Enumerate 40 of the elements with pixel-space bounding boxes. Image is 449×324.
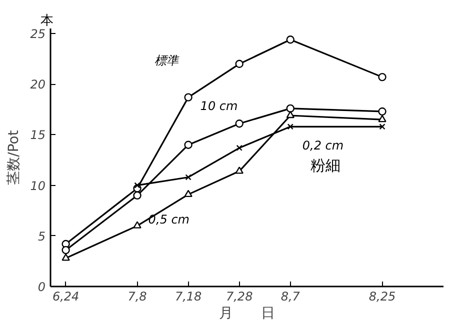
point xyxy=(378,107,386,116)
point xyxy=(134,182,140,188)
x-tick-label: 6,24 xyxy=(52,290,80,304)
point xyxy=(235,60,244,68)
point xyxy=(184,93,192,102)
point xyxy=(379,124,386,130)
point xyxy=(62,254,70,261)
point xyxy=(236,144,242,151)
x-tick-label: 8,7 xyxy=(280,290,300,304)
y-tick-label: 25 xyxy=(30,27,46,42)
point xyxy=(235,120,244,128)
point xyxy=(133,221,142,228)
point xyxy=(286,104,294,113)
text: 標準 xyxy=(154,53,180,68)
y-tick-label: 15 xyxy=(30,128,46,142)
x-axis-title: 月 日 xyxy=(219,306,275,322)
y-tick-label: 0 xyxy=(38,280,46,294)
point xyxy=(286,110,294,118)
point xyxy=(287,124,294,130)
text: 本 xyxy=(40,14,54,28)
x-tick-label: 7,18 xyxy=(174,290,202,304)
point xyxy=(133,191,142,200)
x-tick-label: 7,8 xyxy=(128,290,148,304)
y-tick-label: 10 xyxy=(30,178,46,193)
point xyxy=(62,246,70,254)
x-tick-label: 7,28 xyxy=(226,290,254,304)
point xyxy=(184,140,192,149)
annotation: 粉細 xyxy=(310,156,340,175)
y-tick-label: 5 xyxy=(38,229,46,244)
point xyxy=(378,114,386,122)
point xyxy=(286,36,294,44)
point xyxy=(185,174,192,180)
series-label: 0,2 cm xyxy=(302,138,344,153)
point xyxy=(378,72,386,82)
y-axis-title: 茎数/Pot xyxy=(6,130,22,185)
series-label: 10 cm xyxy=(200,98,238,113)
point xyxy=(235,166,244,174)
y-tick-label: 20 xyxy=(30,78,46,92)
point xyxy=(184,190,192,198)
x-tick-label: 8,25 xyxy=(368,290,396,304)
